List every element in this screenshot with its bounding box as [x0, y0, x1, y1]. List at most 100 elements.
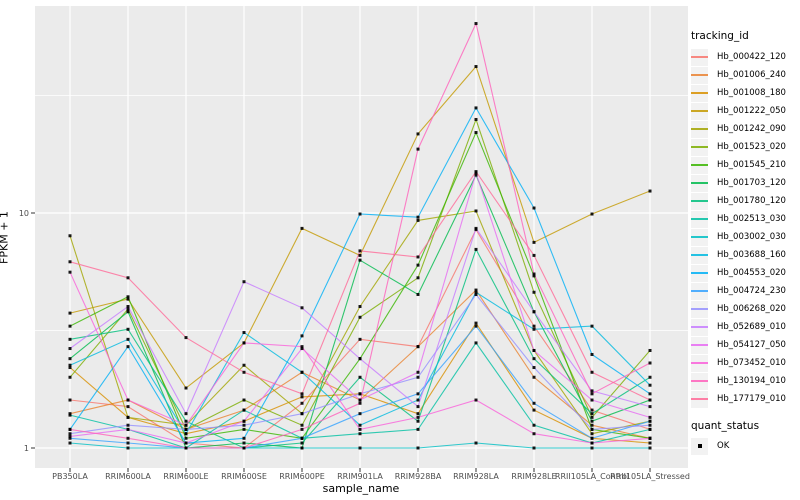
data-point	[532, 348, 536, 352]
line-swatch-icon	[691, 236, 708, 238]
data-point	[126, 305, 130, 309]
legend-label-ok: OK	[717, 441, 730, 451]
data-point	[184, 441, 188, 445]
x-tick-label: RRII105LA_Stressed	[610, 472, 690, 481]
data-point	[590, 419, 594, 423]
data-point	[532, 274, 536, 278]
data-point	[126, 327, 130, 331]
x-tick-label: RRII105LA_Control	[555, 472, 629, 481]
legend-entry-Hb_004553_020: Hb_004553_020	[691, 264, 799, 282]
data-point	[532, 401, 536, 405]
data-point	[242, 398, 246, 402]
y-axis-title: FPKM + 1	[0, 211, 11, 264]
legend-label: Hb_001006_240	[717, 70, 786, 80]
legend-entry-Hb_130194_010: Hb_130194_010	[691, 372, 799, 390]
data-point	[126, 297, 130, 301]
legend-entry-Hb_006268_020: Hb_006268_020	[691, 300, 799, 318]
x-tick-label: PB350LA	[52, 472, 88, 481]
data-point	[590, 412, 594, 416]
y-tick-label: 1	[24, 444, 29, 453]
data-point	[358, 253, 362, 257]
x-tick-label: RRIM901LA	[337, 472, 383, 481]
data-point	[68, 363, 72, 367]
data-point	[416, 392, 420, 396]
legend-entry-Hb_000422_120: Hb_000422_120	[691, 48, 799, 66]
legend-label: Hb_001545_210	[717, 160, 786, 170]
data-point	[68, 270, 72, 274]
line-swatch-icon	[691, 308, 708, 310]
data-point	[68, 324, 72, 328]
data-point	[68, 234, 72, 238]
legend-label: Hb_003002_030	[717, 232, 786, 242]
data-point	[474, 324, 478, 328]
data-point	[474, 398, 478, 402]
data-point	[532, 253, 536, 257]
data-point	[474, 321, 478, 325]
data-point	[300, 345, 304, 349]
data-point	[68, 432, 72, 436]
data-point	[300, 446, 304, 450]
x-axis-title: sample_name	[322, 482, 400, 495]
data-point	[474, 341, 478, 345]
data-point	[358, 305, 362, 309]
data-point	[68, 413, 72, 417]
data-point	[532, 366, 536, 370]
line-swatch-icon	[691, 74, 708, 76]
data-point	[648, 348, 652, 352]
data-point	[358, 401, 362, 405]
line-swatch-icon	[691, 182, 708, 184]
legend-entry-Hb_001703_120: Hb_001703_120	[691, 174, 799, 192]
data-point	[300, 427, 304, 431]
data-point	[590, 370, 594, 374]
data-point	[242, 423, 246, 427]
data-point	[532, 423, 536, 427]
data-point	[300, 347, 304, 351]
data-point	[474, 209, 478, 213]
data-point	[590, 427, 594, 431]
legend-key-swatch	[691, 48, 708, 66]
data-point	[126, 427, 130, 431]
data-point	[416, 147, 420, 151]
legend-key-swatch	[691, 210, 708, 228]
line-swatch-icon	[691, 92, 708, 94]
data-point	[300, 334, 304, 338]
data-point	[648, 405, 652, 409]
legend-entry-Hb_073452_010: Hb_073452_010	[691, 354, 799, 372]
legend-entry-Hb_177179_010: Hb_177179_010	[691, 390, 799, 408]
legend-key-swatch	[691, 372, 708, 390]
data-point	[68, 398, 72, 402]
data-point	[532, 446, 536, 450]
data-point	[648, 361, 652, 365]
data-point	[300, 370, 304, 374]
legend-entry-Hb_001008_180: Hb_001008_180	[691, 84, 799, 102]
legend-entry-Hb_002513_030: Hb_002513_030	[691, 210, 799, 228]
data-point	[242, 280, 246, 284]
legend-entry-Hb_003688_160: Hb_003688_160	[691, 246, 799, 264]
legend-key-swatch	[691, 138, 708, 156]
data-point	[416, 415, 420, 419]
data-point	[590, 212, 594, 216]
x-tick-label: RRIM600LA	[105, 472, 151, 481]
data-point	[474, 170, 478, 174]
data-point	[358, 432, 362, 436]
data-point	[68, 427, 72, 431]
legend-label: Hb_004553_020	[717, 268, 786, 278]
legend-key-swatch	[691, 102, 708, 120]
data-point	[532, 357, 536, 361]
data-point	[358, 258, 362, 262]
data-point	[416, 419, 420, 423]
legend-label: Hb_001222_050	[717, 106, 786, 116]
data-point	[648, 427, 652, 431]
data-point	[242, 427, 246, 431]
legend-label: Hb_006268_020	[717, 304, 786, 314]
data-point	[358, 446, 362, 450]
data-point	[648, 436, 652, 440]
data-point	[126, 415, 130, 419]
data-point	[590, 423, 594, 427]
data-point	[474, 65, 478, 69]
y-tick-label: 10	[19, 209, 29, 218]
legend-label: Hb_002513_030	[717, 214, 786, 224]
data-point	[648, 446, 652, 450]
data-point	[532, 432, 536, 436]
x-tick-label: RRIM928LE	[511, 472, 556, 481]
